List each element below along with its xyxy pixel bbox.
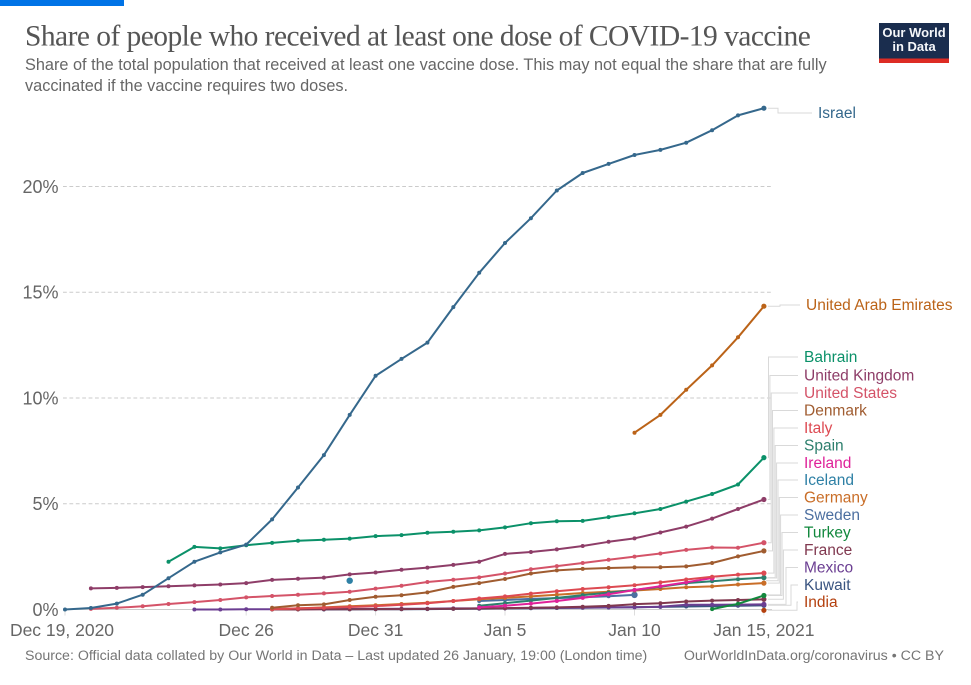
svg-text:Ireland: Ireland [804,455,851,472]
svg-text:Our World: Our World [882,25,945,40]
svg-text:Denmark: Denmark [804,403,867,420]
svg-text:OurWorldInData.org/coronavirus: OurWorldInData.org/coronavirus • CC BY [684,648,945,664]
svg-text:Italy: Italy [804,420,833,437]
svg-text:Turkey: Turkey [804,525,851,542]
svg-text:vaccinated if the vaccine requ: vaccinated if the vaccine requires two d… [25,77,348,95]
svg-text:Share of people who received a: Share of people who received at least on… [25,21,811,53]
svg-text:0%: 0% [32,600,58,620]
svg-text:Spain: Spain [804,438,844,455]
svg-text:Share of the total population: Share of the total population that recei… [25,56,827,74]
svg-text:United Arab Emirates: United Arab Emirates [806,297,953,314]
svg-text:Source: Official data collated: Source: Official data collated by Our Wo… [25,648,647,664]
svg-text:Kuwait: Kuwait [804,577,851,594]
svg-text:United Kingdom: United Kingdom [804,368,914,385]
svg-text:5%: 5% [32,494,58,514]
svg-text:Mexico: Mexico [804,560,853,577]
svg-text:15%: 15% [22,283,58,303]
svg-text:Dec 31: Dec 31 [348,620,403,640]
svg-text:Germany: Germany [804,490,868,507]
svg-text:Bahrain: Bahrain [804,349,857,366]
svg-text:United States: United States [804,385,897,402]
svg-text:Dec 19, 2020: Dec 19, 2020 [10,620,114,640]
svg-text:Jan 10: Jan 10 [608,620,661,640]
svg-text:Israel: Israel [818,105,856,122]
svg-text:Jan 5: Jan 5 [484,620,527,640]
svg-text:in Data: in Data [892,39,936,54]
svg-text:France: France [804,542,852,559]
svg-text:10%: 10% [22,388,58,408]
svg-text:Sweden: Sweden [804,507,860,524]
svg-text:Iceland: Iceland [804,472,854,489]
svg-text:20%: 20% [22,177,58,197]
svg-text:India: India [804,594,838,611]
svg-text:Jan 15, 2021: Jan 15, 2021 [713,620,814,640]
svg-text:Dec 26: Dec 26 [218,620,273,640]
